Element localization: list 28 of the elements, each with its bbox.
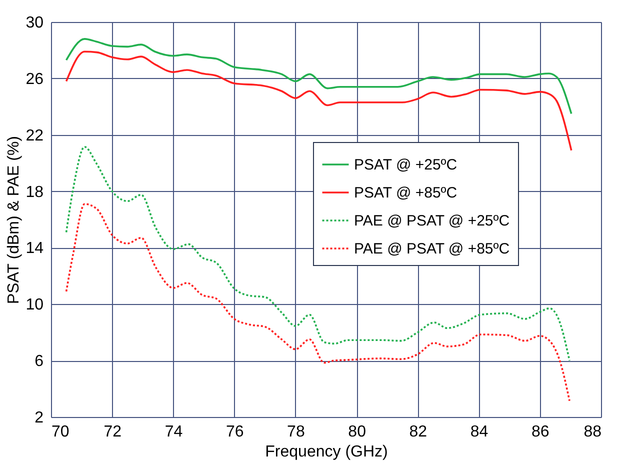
- y-tick-label: 2: [34, 410, 44, 426]
- x-tick-label: 86: [531, 424, 550, 440]
- x-tick-label: 72: [104, 424, 122, 440]
- x-axis-title: Frequency (GHz): [265, 444, 388, 460]
- x-tick-label: 70: [52, 424, 70, 440]
- x-tick-label: 78: [287, 424, 305, 440]
- line-series: [65, 146, 570, 362]
- y-tick-label: 14: [26, 240, 44, 258]
- line-series: [65, 38, 572, 115]
- legend-label: PSAT @ +25ºC: [354, 156, 458, 174]
- legend-label: PAE @ PSAT @ +85ºC: [354, 240, 510, 258]
- y-tick-label: 26: [26, 70, 44, 88]
- y-tick-label: 6: [34, 353, 44, 370]
- x-tick-label: 74: [164, 424, 183, 440]
- legend-label: PSAT @ +85ºC: [354, 184, 458, 202]
- y-tick-label: 30: [26, 14, 44, 32]
- x-tick-label: 84: [470, 424, 488, 440]
- y-tick-label: 10: [26, 296, 44, 314]
- x-tick-label: 88: [584, 424, 602, 440]
- y-axis-title: PSAT (dBm) & PAE (%): [6, 136, 23, 304]
- legend-label: PAE @ PSAT @ +25ºC: [354, 212, 510, 230]
- y-tick-label: 18: [26, 184, 44, 201]
- line-series: [65, 203, 570, 402]
- line-series: [65, 50, 572, 152]
- y-tick-label: 22: [26, 127, 44, 144]
- x-tick-label: 80: [348, 424, 366, 440]
- x-tick-label: 76: [226, 424, 244, 440]
- x-tick-label: 82: [409, 424, 428, 440]
